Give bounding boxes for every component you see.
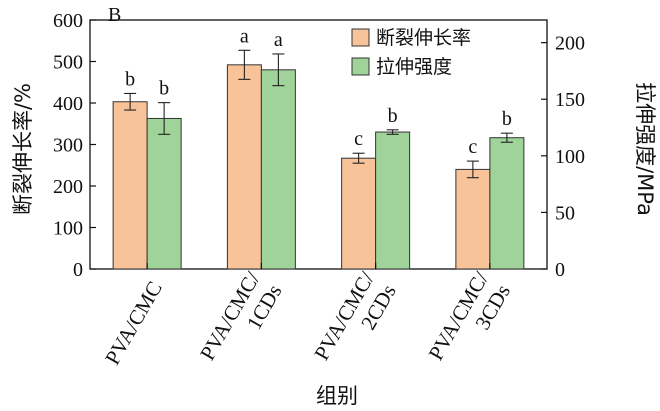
category-label: PVA/CMC/2CDs: [309, 268, 401, 377]
bar-strength: [489, 137, 525, 270]
x-axis-title: 组别: [316, 384, 358, 408]
left-axis-tick-label: 100: [53, 218, 83, 240]
left-y-axis: 0 100 200 300 400 500 600: [53, 10, 96, 281]
legend-label-elongation: 断裂伸长率: [376, 27, 471, 49]
left-axis-tick-label: 600: [53, 10, 83, 32]
category-label: PVA/CMC/1CDs: [195, 268, 287, 377]
legend: 断裂伸长率 拉伸强度: [351, 27, 471, 78]
significance-label: b: [125, 68, 135, 90]
bar-elongation: [341, 157, 377, 270]
significance-label: c: [468, 136, 477, 158]
legend-swatch-elongation: [351, 28, 370, 47]
legend-swatch-strength: [351, 57, 370, 76]
category-label: PVA/CMC: [100, 277, 167, 369]
bar-elongation: [112, 101, 148, 270]
errorbars-layer: [124, 49, 513, 179]
bars-layer: [112, 64, 525, 270]
left-axis-tick-label: 300: [53, 135, 83, 157]
significance-label: a: [274, 29, 283, 51]
left-axis-tick-label: 500: [53, 52, 83, 74]
right-axis-title: 拉伸强度/MPa: [633, 82, 657, 216]
panel-label: B: [108, 4, 121, 26]
right-axis-tick-label: 100: [555, 146, 585, 168]
significance-label: b: [159, 78, 169, 100]
category-label: PVA/CMC/3CDs: [424, 268, 516, 377]
left-axis-tick-label: 200: [53, 176, 83, 198]
bar-strength: [146, 117, 182, 270]
bar-elongation: [455, 168, 491, 270]
legend-label-strength: 拉伸强度: [376, 56, 452, 78]
right-axis-tick-label: 0: [555, 259, 565, 281]
bar-strength: [375, 131, 411, 270]
right-y-axis: 0 50 100 150 200: [541, 33, 585, 281]
significance-label: b: [502, 108, 512, 130]
right-axis-tick-label: 150: [555, 89, 585, 111]
right-axis-tick-label: 200: [555, 33, 585, 55]
significance-label: c: [354, 128, 363, 150]
x-axis: PVA/CMC PVA/CMC/1CDs PVA/CMC/2CDs PVA/CMC/3…: [100, 263, 516, 377]
category-label-line: PVA/CMC: [100, 277, 167, 369]
significance-labels-layer: b b a a c b c b: [125, 25, 512, 158]
left-axis-tick-label: 400: [53, 93, 83, 115]
bar-strength: [260, 69, 296, 270]
left-axis-title: 断裂伸长率/%: [11, 83, 35, 215]
significance-label: b: [388, 105, 398, 127]
left-axis-tick-label: 0: [73, 259, 83, 281]
bar-elongation: [226, 64, 262, 270]
right-axis-tick-label: 50: [555, 202, 575, 224]
significance-label: a: [240, 25, 249, 47]
